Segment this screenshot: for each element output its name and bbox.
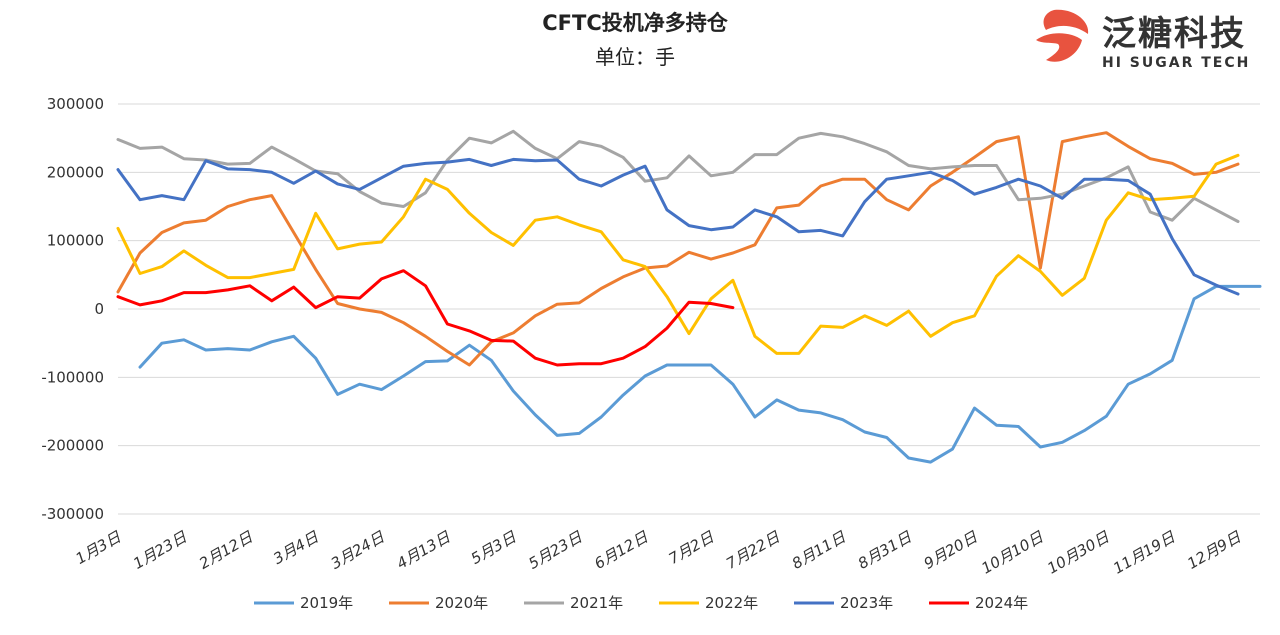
x-tick-label: 8月11日 <box>789 527 850 572</box>
series-line-2024年 <box>116 269 735 367</box>
series-line-2020年 <box>116 131 1240 367</box>
series-line-2019年 <box>138 284 1262 464</box>
brand-name-en: HI SUGAR TECH <box>1102 55 1250 71</box>
chart-subtitle: 单位：手 <box>595 45 675 69</box>
x-tick-label: 2月12日 <box>196 527 257 572</box>
series-line-2022年 <box>116 153 1240 355</box>
legend-label: 2023年 <box>840 594 893 612</box>
legend-label: 2024年 <box>975 594 1028 612</box>
y-tick-label: 0 <box>94 300 104 318</box>
x-tick-label: 3月4日 <box>270 527 322 568</box>
legend: 2019年 2020年 2021年 2022年 2023年 2024年 <box>254 594 1028 612</box>
x-tick-label: 1月3日 <box>72 527 124 568</box>
x-tick-label: 9月20日 <box>921 527 982 572</box>
y-tick-label: -200000 <box>41 437 104 455</box>
legend-label: 2022年 <box>705 594 758 612</box>
x-tick-label: 10月30日 <box>1044 527 1113 577</box>
legend-label: 2019年 <box>300 594 353 612</box>
brand-name-cn: 泛糖科技 <box>1102 14 1246 54</box>
x-axis: 1月3日 1月23日 2月12日 3月4日 3月24日 4月13日 5月3日 5月23日 6月1… <box>72 527 1244 577</box>
series-line-2021年 <box>116 129 1240 223</box>
y-tick-label: -300000 <box>41 505 104 523</box>
chart-title: CFTC投机净多持仓 <box>542 11 728 35</box>
grid <box>118 103 1260 515</box>
x-tick-label: 4月13日 <box>394 527 455 572</box>
series-line-2023年 <box>116 157 1240 296</box>
x-tick-label: 6月12日 <box>591 527 652 572</box>
logo-mark-icon <box>1036 9 1089 62</box>
x-tick-label: 7月22日 <box>723 527 784 572</box>
brand-logo: 泛糖科技 HI SUGAR TECH <box>1036 9 1250 71</box>
x-tick-label: 11月19日 <box>1110 527 1179 577</box>
x-tick-label: 5月3日 <box>468 527 520 568</box>
x-tick-label: 8月31日 <box>855 527 916 572</box>
x-tick-label: 3月24日 <box>328 527 389 572</box>
y-tick-label: -100000 <box>41 368 104 386</box>
y-axis: 300000 200000 100000 0 -100000 -200000 -300000 <box>41 95 104 523</box>
y-tick-label: 300000 <box>47 95 104 113</box>
y-tick-label: 100000 <box>47 232 104 250</box>
x-tick-label: 10月10日 <box>978 527 1047 577</box>
x-tick-label: 1月23日 <box>130 527 191 572</box>
x-tick-label: 12月9日 <box>1184 527 1245 572</box>
x-tick-label: 5月23日 <box>525 527 586 572</box>
series-lines <box>116 129 1262 464</box>
y-tick-label: 200000 <box>47 163 104 181</box>
legend-label: 2021年 <box>570 594 623 612</box>
x-tick-label: 7月2日 <box>665 527 717 568</box>
legend-label: 2020年 <box>435 594 488 612</box>
